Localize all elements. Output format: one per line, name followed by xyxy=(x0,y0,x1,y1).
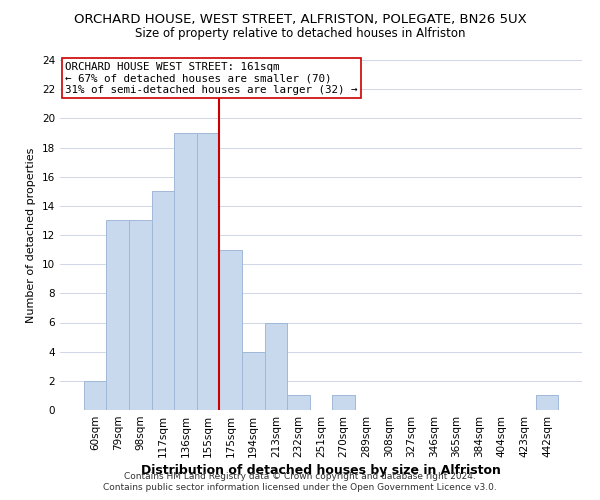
Bar xyxy=(129,220,152,410)
Bar xyxy=(265,322,287,410)
Y-axis label: Number of detached properties: Number of detached properties xyxy=(26,148,37,322)
Bar xyxy=(174,133,197,410)
Bar xyxy=(106,220,129,410)
Bar xyxy=(84,381,106,410)
Bar xyxy=(242,352,265,410)
Bar xyxy=(287,396,310,410)
X-axis label: Distribution of detached houses by size in Alfriston: Distribution of detached houses by size … xyxy=(141,464,501,477)
Bar xyxy=(197,133,220,410)
Bar xyxy=(332,396,355,410)
Bar xyxy=(152,191,174,410)
Text: Size of property relative to detached houses in Alfriston: Size of property relative to detached ho… xyxy=(135,28,465,40)
Text: Contains HM Land Registry data © Crown copyright and database right 2024.: Contains HM Land Registry data © Crown c… xyxy=(124,472,476,481)
Bar xyxy=(220,250,242,410)
Text: Contains public sector information licensed under the Open Government Licence v3: Contains public sector information licen… xyxy=(103,484,497,492)
Text: ORCHARD HOUSE WEST STREET: 161sqm
← 67% of detached houses are smaller (70)
31% : ORCHARD HOUSE WEST STREET: 161sqm ← 67% … xyxy=(65,62,358,95)
Bar xyxy=(536,396,558,410)
Text: ORCHARD HOUSE, WEST STREET, ALFRISTON, POLEGATE, BN26 5UX: ORCHARD HOUSE, WEST STREET, ALFRISTON, P… xyxy=(74,12,526,26)
